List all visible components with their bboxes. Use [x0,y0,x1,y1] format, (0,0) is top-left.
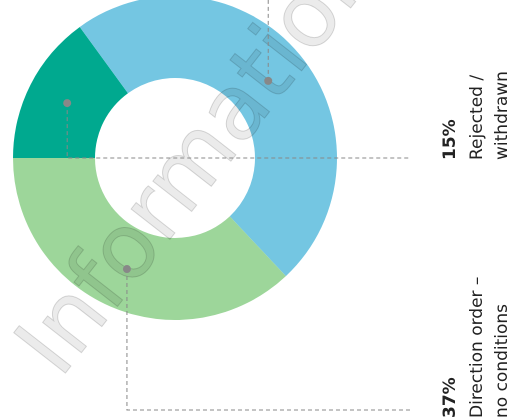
value-label: 15% [440,119,460,160]
leader-line [66,103,410,159]
donut-segment [13,26,128,159]
value-label: 37% [440,377,460,418]
leader-dot [264,76,273,85]
category-label: withdrawn [492,71,512,160]
leader-line [126,269,410,411]
donut-segment [13,158,286,320]
category-label: Rejected / [467,75,487,160]
leader-dot [122,265,131,274]
leader-dot [63,99,72,108]
donut-segment [79,0,337,277]
category-label: Direction order – [467,277,487,418]
category-label: no conditions [492,304,512,418]
